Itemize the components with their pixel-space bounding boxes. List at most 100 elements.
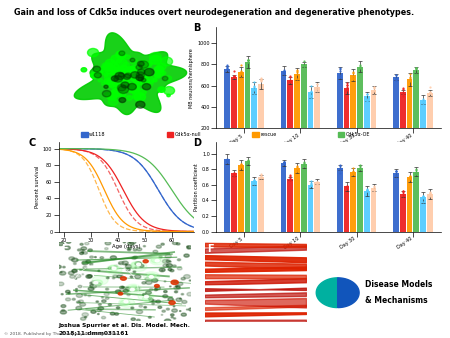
Bar [400, 92, 406, 150]
Circle shape [123, 289, 128, 292]
Point [300, 59, 307, 64]
Circle shape [122, 287, 124, 288]
Point [257, 175, 265, 180]
Point [230, 173, 238, 179]
Circle shape [169, 301, 175, 305]
Circle shape [104, 73, 108, 76]
Point [287, 177, 294, 183]
Circle shape [76, 294, 82, 297]
Point [406, 77, 413, 83]
Circle shape [112, 93, 119, 98]
Point [314, 181, 321, 187]
Point [356, 65, 364, 70]
Circle shape [94, 282, 98, 284]
Point [237, 161, 244, 167]
Point [356, 64, 364, 70]
Point [392, 168, 400, 174]
Circle shape [139, 74, 144, 78]
Text: Disease Models: Disease Models [365, 280, 433, 289]
Circle shape [72, 269, 76, 272]
Bar [393, 77, 399, 150]
Bar [343, 88, 350, 150]
Circle shape [72, 298, 75, 300]
Point [280, 159, 287, 165]
Circle shape [120, 286, 124, 289]
Point [336, 66, 343, 72]
Bar [337, 73, 343, 150]
Circle shape [91, 281, 98, 285]
Point [230, 74, 238, 79]
Point [370, 184, 377, 189]
Circle shape [87, 275, 92, 277]
Point [244, 57, 251, 62]
Circle shape [134, 93, 145, 101]
Circle shape [101, 66, 106, 70]
Circle shape [142, 83, 151, 90]
Point [419, 99, 427, 104]
Circle shape [125, 284, 141, 294]
Circle shape [144, 272, 160, 281]
Point [307, 96, 314, 101]
Circle shape [130, 58, 135, 62]
Point [363, 188, 370, 193]
Circle shape [165, 76, 171, 81]
Circle shape [84, 294, 87, 296]
Point [399, 189, 406, 195]
Circle shape [163, 295, 168, 298]
Point [356, 64, 364, 70]
Circle shape [121, 82, 129, 88]
Circle shape [137, 248, 142, 251]
Circle shape [63, 266, 65, 268]
Circle shape [83, 252, 87, 254]
Circle shape [111, 83, 118, 89]
Circle shape [159, 268, 165, 272]
Circle shape [136, 101, 145, 108]
Circle shape [115, 80, 124, 87]
Point [237, 163, 244, 168]
Circle shape [115, 313, 119, 315]
Circle shape [133, 256, 138, 259]
Circle shape [95, 70, 103, 76]
Circle shape [133, 271, 136, 272]
Circle shape [130, 66, 140, 73]
Circle shape [153, 79, 157, 82]
Point [314, 84, 321, 90]
Circle shape [104, 73, 114, 81]
Point [426, 91, 433, 96]
Point [426, 190, 433, 195]
Point [399, 91, 406, 97]
Point [244, 60, 251, 65]
Circle shape [156, 300, 161, 303]
Point [413, 65, 420, 71]
Point [230, 173, 238, 178]
Circle shape [138, 69, 145, 75]
Circle shape [130, 72, 139, 78]
Point [237, 62, 244, 68]
Circle shape [141, 75, 145, 78]
Circle shape [61, 272, 62, 273]
Circle shape [136, 72, 144, 78]
Circle shape [81, 251, 84, 253]
Circle shape [131, 262, 140, 267]
Circle shape [112, 80, 123, 88]
Circle shape [146, 281, 152, 284]
Circle shape [98, 78, 103, 82]
Circle shape [56, 265, 61, 268]
Bar [231, 173, 237, 232]
Circle shape [128, 242, 134, 245]
Point [392, 168, 400, 173]
Point [314, 81, 321, 86]
Circle shape [81, 317, 86, 320]
Circle shape [139, 78, 143, 81]
Point [343, 183, 350, 189]
Circle shape [140, 61, 148, 67]
Circle shape [127, 83, 136, 90]
Circle shape [122, 69, 132, 77]
Circle shape [97, 309, 101, 312]
Circle shape [152, 300, 157, 303]
Circle shape [105, 241, 111, 245]
Point [287, 177, 294, 183]
Text: Cdk5α-null: Cdk5α-null [175, 132, 201, 137]
Point [413, 67, 420, 72]
Polygon shape [316, 278, 338, 308]
